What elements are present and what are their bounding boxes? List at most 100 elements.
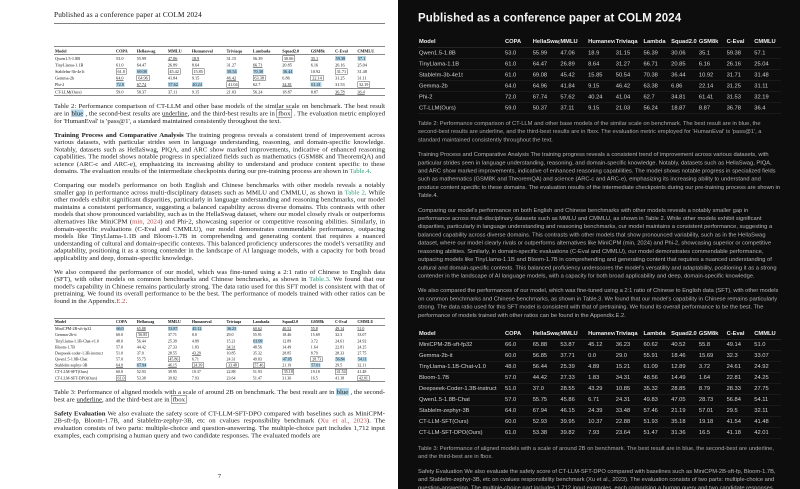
value-cell: 9.15 (190, 87, 226, 96)
value-cell: 28.73 (697, 394, 726, 406)
column-header: C-Eval (334, 46, 357, 55)
column-header: Model (54, 318, 115, 326)
value-cell: 44.42 (531, 372, 560, 384)
value-cell: 24.61 (725, 361, 754, 373)
model-name-cell: MiniCPM-2B-sft-fp32 (418, 339, 504, 351)
table-row: Bloom-1.7B 57.0 44.42 27.33 1.83 34.31 48.56 14… (418, 372, 781, 384)
table-row: Stablelm-3b-4e1t 61.0 69.08 45.42 15.85 50.54… (54, 68, 385, 75)
text-segment: Xu et al., 2023 (320, 416, 367, 425)
value-cell: 0.0 (587, 350, 615, 362)
text-segment: underline (76, 395, 102, 404)
model-name-cell: Gemma-2b-it (55, 332, 77, 338)
value-cell: 22.88 (614, 416, 643, 428)
value-cell: 56.39 (252, 55, 263, 61)
model-name-cell: Bloom-1.7B (55, 344, 75, 350)
value-cell: 28.85 (282, 350, 292, 356)
model-name-cell: TinyLlama-1.1B-Chat-v1.0 (418, 361, 504, 373)
table-header-row: ModelCOPAHellaSwagMMLUHumanevalTriviaqaL… (418, 35, 781, 48)
table-row: Qwen1.5-1.8B 53.0 55.99 47.06 18.9 31.15 56.39… (54, 55, 385, 62)
value-cell: 33.07 (753, 350, 781, 362)
value-cell: 7.93 (587, 427, 615, 439)
value-cell: 47.06 (559, 47, 588, 59)
value-cell: 54.11 (753, 394, 781, 406)
value-cell: 51.0 (504, 383, 532, 395)
value-cell: 60.62 (642, 339, 671, 351)
value-cell: 10.92 (310, 68, 321, 74)
table-row: Gemma-2b-it 60.0 56.85 37.71 0.0 29.0 55.91 18.… (54, 332, 385, 338)
value-cell: 8.87 (697, 102, 726, 114)
model-name-cell: Stablelm-3b-4e1t (55, 68, 85, 74)
value-cell: 34.81 (282, 82, 292, 88)
value-cell: 24.31 (226, 357, 236, 362)
model-name-cell: Phi-2 (418, 91, 504, 103)
value-cell: 59.0 (115, 87, 136, 96)
value-cell: 33.07 (357, 332, 367, 338)
model-name-cell: Qwen1.5-1.8B (55, 55, 81, 61)
value-cell: 25.04 (357, 62, 367, 68)
value-cell: 24.25 (357, 344, 367, 350)
reader-table-2-caption: Table 2: Performance comparison of CT-LL… (418, 120, 762, 143)
value-cell: 35.1 (697, 47, 726, 59)
value-cell: 31.53 (725, 91, 754, 103)
value-cell: 45.42 (167, 68, 181, 75)
value-cell: 14.49 (670, 372, 698, 384)
value-cell: 9.15 (587, 102, 615, 114)
value-cell: 20.85 (282, 62, 292, 68)
column-header: Model (54, 46, 115, 55)
value-cell: 41.04 (614, 91, 643, 103)
text-segment: underline (162, 109, 188, 117)
column-header: Hellaswag (135, 46, 167, 55)
value-cell: 64.0 (504, 405, 532, 417)
value-cell: 49.14 (725, 339, 754, 351)
value-cell: 31.71 (725, 69, 754, 81)
value-cell: 12.89 (670, 361, 698, 373)
value-cell: 9.15 (587, 80, 615, 92)
value-cell: 15.69 (310, 332, 320, 338)
value-cell: 48.56 (642, 372, 671, 384)
value-cell: 51.0 (753, 339, 781, 351)
model-name-cell: Qwen1.5-1.8B (418, 47, 504, 59)
table-row: Qwen1.5-1.8B 53.0 55.99 47.06 18.9 31.15 56.39… (418, 47, 781, 59)
value-cell: 64.96 (531, 80, 560, 92)
value-cell: 61.09 (642, 361, 671, 373)
value-cell: 47.06 (167, 55, 178, 61)
value-cell: 1.64 (310, 344, 318, 350)
value-cell: 64.47 (531, 58, 560, 70)
model-name-cell: Gemma-2b (418, 80, 504, 92)
column-header: Lambada (251, 46, 282, 55)
value-cell: 31.27 (614, 58, 643, 70)
text-segment: Table.4 (349, 167, 370, 175)
text-segment: ). The evaluation consists of two parts:… (54, 416, 385, 439)
value-cell: 41.04 (226, 81, 240, 88)
value-cell: 15.69 (697, 350, 726, 362)
value-cell: 34.31 (226, 344, 236, 350)
value-cell: 61.41 (697, 91, 726, 103)
value-cell: 47.05 (282, 357, 293, 362)
value-cell: 41.84 (559, 80, 588, 92)
value-cell: 57.1 (753, 47, 781, 59)
column-header: MMLU (166, 318, 191, 326)
value-cell: 31.48 (357, 68, 367, 74)
value-cell: 26.89 (559, 58, 588, 70)
table-row: CT-LLM-SFT(Ours) 60.0 52.93 39.95 10.37 22.88… (54, 368, 385, 376)
table-row: Phi-2 72.0 67.74 57.62 40.24 41.04 62.7 34.81 61… (54, 81, 385, 88)
value-cell: 21.03 (225, 87, 252, 96)
value-cell: 66.0 (504, 339, 532, 351)
model-name-cell: TinyLlama-1.1B (55, 62, 84, 68)
value-cell: 19.18 (309, 368, 335, 376)
text-segment: blue (71, 109, 84, 117)
value-cell: 8.79 (697, 383, 726, 395)
value-cell: 26.89 (167, 62, 178, 68)
value-cell: 55.75 (531, 394, 560, 406)
text-segment: Safety Evaluation (54, 409, 106, 417)
value-cell: 64.0 (116, 363, 123, 368)
table-3-caption: Table 3: Performance of aligned models w… (54, 388, 385, 404)
text-segment: ) and Phi-2, showcasing superior or comp… (54, 217, 385, 262)
value-cell: 36.44 (670, 69, 698, 81)
value-cell: 26.16 (335, 62, 345, 68)
value-cell: 22.14 (310, 75, 324, 82)
text-segment: Table 2: Performance comparison of CT-LL… (54, 102, 385, 117)
text-segment: fbox (276, 108, 293, 118)
table-header-row: Model COPA Hellaswag MMLU Humaneval Triviaqa L… (54, 46, 385, 55)
column-header: CMMLU (753, 35, 781, 48)
